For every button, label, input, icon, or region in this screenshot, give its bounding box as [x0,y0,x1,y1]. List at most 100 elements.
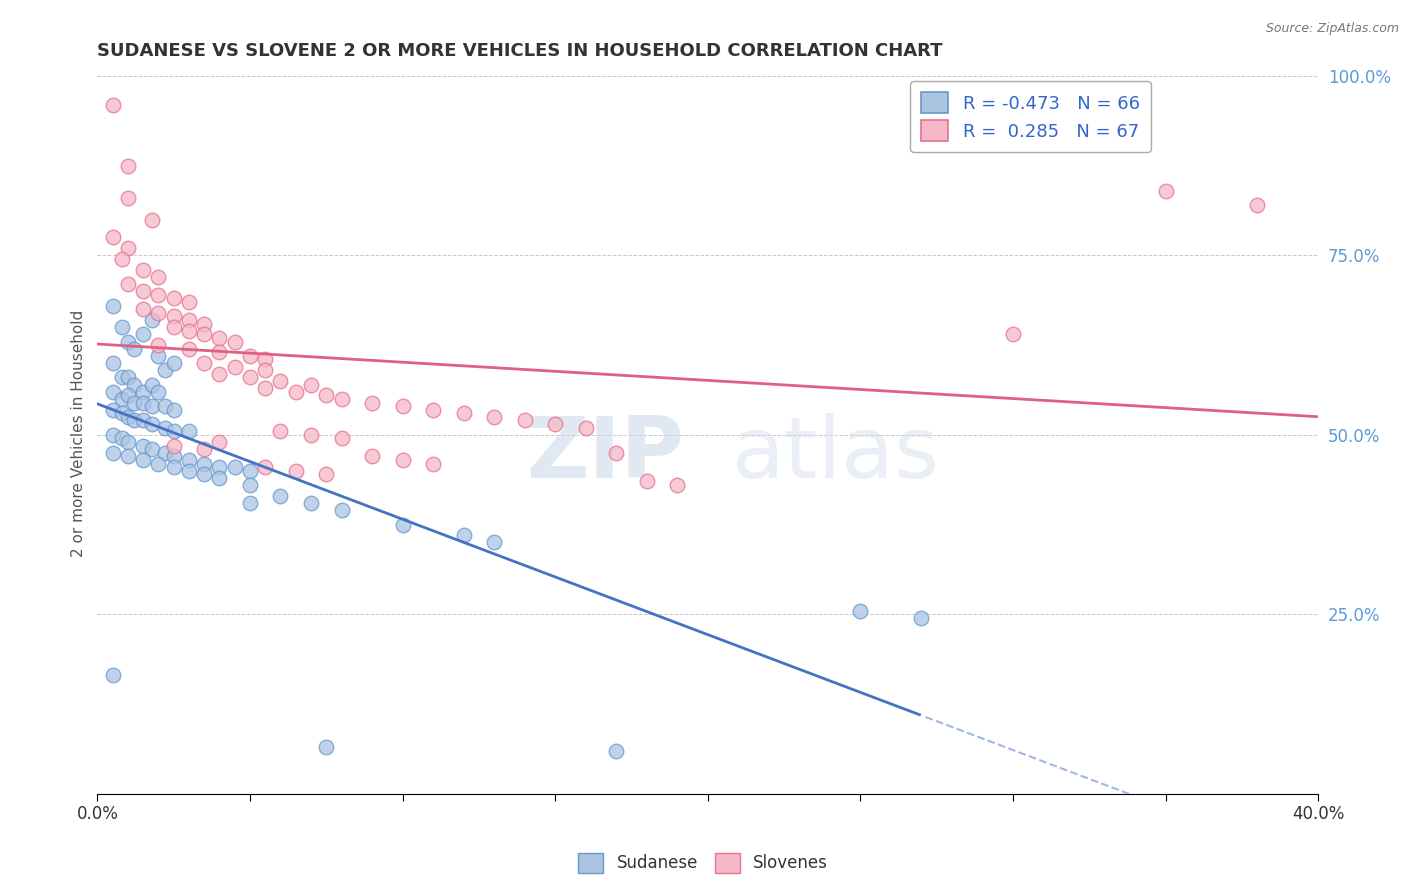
Point [422,402,444,417]
Point [111,320,134,334]
Point [254,381,277,395]
Point [269,374,291,388]
Point [269,489,291,503]
Point [422,457,444,471]
Point [330,432,353,446]
Point [361,395,384,409]
Point [239,478,262,492]
Point [163,320,186,334]
Point [284,464,307,478]
Point [208,471,231,485]
Point [111,392,134,406]
Point [315,388,337,402]
Point [1154,184,1177,198]
Point [208,435,231,450]
Point [111,252,134,266]
Point [132,285,155,299]
Point [101,97,124,112]
Point [208,331,231,345]
Point [239,496,262,510]
Point [224,359,246,374]
Point [193,457,215,471]
Point [132,302,155,317]
Point [148,338,170,352]
Point [148,349,170,363]
Point [117,241,139,255]
Point [482,535,505,549]
Point [163,356,186,370]
Point [101,356,124,370]
Point [148,288,170,302]
Point [111,432,134,446]
Point [239,349,262,363]
Point [141,313,163,327]
Point [141,399,163,413]
Point [132,262,155,277]
Point [315,467,337,482]
Point [208,367,231,381]
Point [117,388,139,402]
Point [101,230,124,244]
Point [910,611,932,625]
Point [148,269,170,284]
Point [132,395,155,409]
Point [117,409,139,424]
Point [132,439,155,453]
Point [299,377,322,392]
Point [575,420,598,434]
Point [193,467,215,482]
Point [163,402,186,417]
Text: Source: ZipAtlas.com: Source: ZipAtlas.com [1265,22,1399,36]
Point [605,446,627,460]
Point [101,299,124,313]
Point [117,435,139,450]
Point [117,334,139,349]
Point [453,406,475,420]
Point [141,212,163,227]
Point [299,427,322,442]
Point [391,453,413,467]
Point [101,668,124,682]
Point [177,313,200,327]
Point [239,370,262,384]
Point [117,450,139,464]
Point [141,417,163,431]
Point [122,342,145,356]
Point [193,327,215,342]
Text: atlas: atlas [733,413,941,496]
Point [101,446,124,460]
Legend: Sudanese, Slovenes: Sudanese, Slovenes [572,847,834,880]
Point [177,453,200,467]
Point [141,377,163,392]
Text: SUDANESE VS SLOVENE 2 OR MORE VEHICLES IN HOUSEHOLD CORRELATION CHART: SUDANESE VS SLOVENE 2 OR MORE VEHICLES I… [97,42,943,60]
Point [148,384,170,399]
Point [122,395,145,409]
Text: ZIP: ZIP [526,413,683,496]
Point [153,399,176,413]
Point [132,384,155,399]
Point [849,604,872,618]
Point [666,478,689,492]
Legend: R = -0.473   N = 66, R =  0.285   N = 67: R = -0.473 N = 66, R = 0.285 N = 67 [910,81,1150,152]
Point [153,363,176,377]
Point [122,413,145,427]
Point [163,460,186,475]
Point [163,424,186,438]
Point [132,413,155,427]
Point [101,384,124,399]
Point [330,503,353,517]
Point [330,392,353,406]
Point [299,496,322,510]
Point [605,743,627,757]
Point [163,439,186,453]
Point [254,352,277,367]
Point [544,417,567,431]
Point [254,460,277,475]
Point [177,464,200,478]
Point [177,424,200,438]
Point [177,295,200,310]
Point [163,310,186,324]
Y-axis label: 2 or more Vehicles in Household: 2 or more Vehicles in Household [72,310,86,557]
Point [284,384,307,399]
Point [148,306,170,320]
